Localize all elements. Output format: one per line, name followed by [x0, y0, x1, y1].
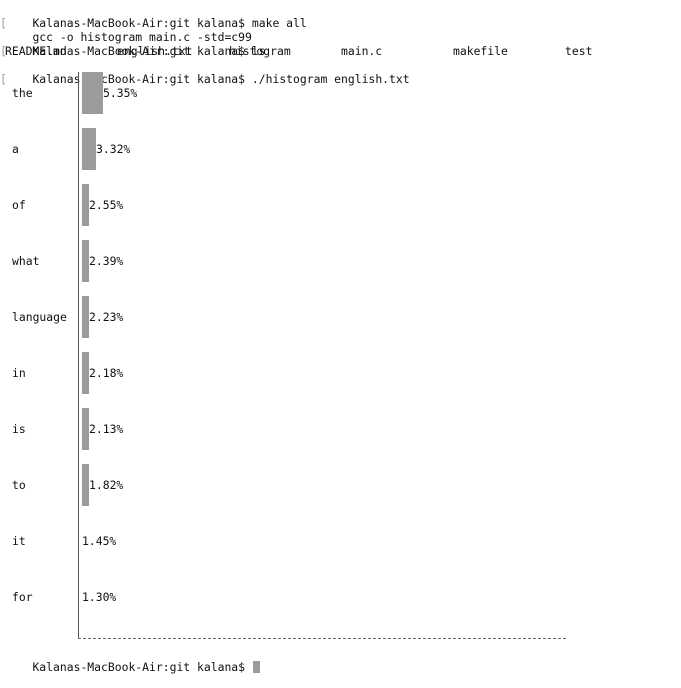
- output-line-gcc: gcc -o histogram main.c -std=c99: [5, 16, 251, 44]
- category-label: to: [12, 478, 26, 492]
- value-label: 3.32%: [96, 142, 131, 156]
- command-line-make: [ Kalanas-MacBook-Air:git kalana$ make al…: [0, 2, 307, 30]
- value-label: 1.30%: [82, 590, 117, 604]
- histogram-bar: [82, 408, 89, 450]
- command-text: Kalanas-MacBook-Air:git kalana$ ls: [32, 44, 266, 58]
- category-label: in: [12, 366, 26, 380]
- ls-file-main: main.c: [341, 44, 383, 58]
- histogram-bar: [82, 352, 89, 394]
- value-label: 2.23%: [89, 310, 124, 324]
- value-label: 1.45%: [82, 534, 117, 548]
- category-label: of: [12, 198, 26, 212]
- command-text: Kalanas-MacBook-Air:git kalana$ make all: [32, 16, 307, 30]
- y-axis-line: [78, 72, 79, 639]
- value-label: 1.82%: [89, 478, 124, 492]
- output-text: gcc -o histogram main.c -std=c99: [32, 30, 252, 44]
- final-prompt-line[interactable]: Kalanas-MacBook-Air:git kalana$: [5, 646, 260, 674]
- category-label: what: [12, 254, 40, 268]
- ls-file-makefile: makefile: [453, 44, 508, 58]
- text-cursor: [252, 661, 260, 673]
- histogram-bar: [82, 240, 89, 282]
- ls-file-readme: README.md: [5, 44, 67, 58]
- category-label: language: [12, 310, 67, 324]
- category-label: it: [12, 534, 26, 548]
- prompt-bracket: [: [0, 16, 7, 30]
- category-label: a: [12, 142, 19, 156]
- category-label: is: [12, 422, 26, 436]
- histogram-bar: [82, 184, 89, 226]
- value-label: 2.55%: [89, 198, 124, 212]
- prompt-bracket: [: [0, 44, 7, 58]
- prompt-bracket: [: [0, 72, 7, 86]
- value-label: 2.13%: [89, 422, 124, 436]
- histogram-bar: [82, 464, 89, 506]
- value-label: 5.35%: [103, 86, 138, 100]
- ls-file-english: english.txt: [117, 44, 193, 58]
- histogram-bar: [82, 72, 103, 114]
- command-line-histogram: [ Kalanas-MacBook-Air:git kalana$ ./histo…: [0, 58, 410, 86]
- histogram-chart: the 5.35% a 3.32% of 2.55% what 2.39% language 2.…: [0, 72, 681, 644]
- ls-file-test: test: [565, 44, 593, 58]
- command-line-ls: [ Kalanas-MacBook-Air:git kalana$ ls: [0, 30, 266, 58]
- ls-file-histogram: histogram: [229, 44, 291, 58]
- category-label: the: [12, 86, 33, 100]
- prompt-text: Kalanas-MacBook-Air:git kalana$: [32, 660, 252, 674]
- value-label: 2.39%: [89, 254, 124, 268]
- histogram-bar: [82, 296, 89, 338]
- category-label: for: [12, 590, 33, 604]
- x-axis-line: [78, 638, 566, 639]
- command-text: Kalanas-MacBook-Air:git kalana$ ./histog…: [32, 72, 410, 86]
- value-label: 2.18%: [89, 366, 124, 380]
- histogram-bar: [82, 128, 96, 170]
